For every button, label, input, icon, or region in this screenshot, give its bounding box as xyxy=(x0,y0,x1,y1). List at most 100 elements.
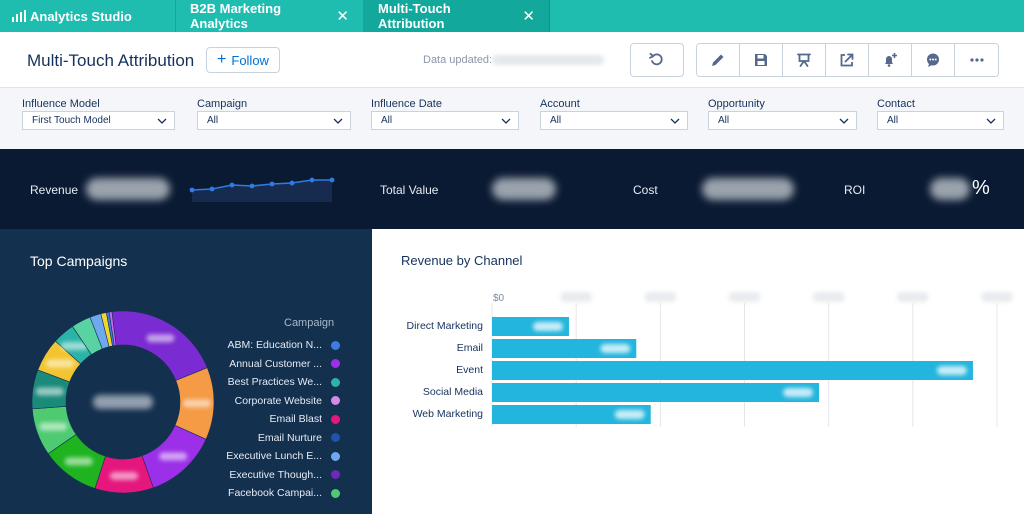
legend-item[interactable]: Best Practices We... xyxy=(200,373,340,392)
top-campaigns-title: Top Campaigns xyxy=(30,253,128,269)
roi-value-redacted xyxy=(930,178,970,200)
sparkline-point xyxy=(329,177,335,183)
data-updated-label: Data updated: xyxy=(423,54,493,66)
bar[interactable] xyxy=(492,405,651,424)
follow-button[interactable]: + Follow xyxy=(206,47,280,73)
legend-item[interactable]: ABM: Education N... xyxy=(200,336,340,355)
legend-swatch xyxy=(331,488,340,498)
legend-item[interactable]: Email Nurture xyxy=(200,429,340,448)
campaign-select[interactable]: All xyxy=(197,111,351,130)
contact-select[interactable]: All xyxy=(877,111,1004,130)
sparkline-point xyxy=(269,181,275,187)
opportunity-select[interactable]: All xyxy=(708,111,857,130)
revenue-label: Revenue xyxy=(30,183,79,197)
slice-value-redacted xyxy=(182,399,211,408)
filter-contact: Contact All xyxy=(877,98,1004,130)
filter-bar: Influence Model First Touch Model Campai… xyxy=(0,88,1024,149)
axis-tick-redacted xyxy=(896,292,929,302)
bar-value-redacted xyxy=(614,410,645,419)
select-value: All xyxy=(887,115,899,126)
more-button[interactable] xyxy=(955,44,998,76)
bar[interactable] xyxy=(492,383,820,402)
legend-swatch xyxy=(331,340,340,350)
tab-multi-touch-attribution[interactable]: Multi-Touch Attribution ✕ xyxy=(364,0,550,32)
legend-label: Corporate Website xyxy=(234,394,322,407)
save-button[interactable] xyxy=(740,44,783,76)
dashboard-actions xyxy=(696,43,999,77)
donut-slice[interactable] xyxy=(111,310,208,381)
legend-item[interactable]: Executive Lunch E... xyxy=(200,447,340,466)
legend-item[interactable]: Annual Customer ... xyxy=(200,355,340,374)
tab-label: Multi-Touch Attribution xyxy=(378,1,451,31)
add-notification-button[interactable] xyxy=(869,44,912,76)
chevron-down-icon xyxy=(839,118,849,124)
revenue-value-redacted xyxy=(86,178,170,200)
pencil-icon xyxy=(712,54,724,66)
legend-swatch xyxy=(331,451,340,461)
share-icon xyxy=(840,53,854,67)
select-value: All xyxy=(718,115,730,126)
legend-label: Facebook Campai... xyxy=(228,487,322,500)
legend-label: Email Nurture xyxy=(257,431,322,444)
legend-item[interactable]: Corporate Website xyxy=(200,392,340,411)
legend-swatch xyxy=(331,396,340,406)
roi-label: ROI xyxy=(844,183,866,197)
legend-title: Campaign xyxy=(284,317,335,329)
legend-label: ABM: Education N... xyxy=(227,339,322,352)
account-select[interactable]: All xyxy=(540,111,688,130)
bar[interactable] xyxy=(492,339,637,358)
filter-account: Account All xyxy=(540,98,688,130)
sparkline-point xyxy=(229,182,235,188)
legend-label: Executive Lunch E... xyxy=(226,450,322,463)
kpi-band: Revenue Total Value Cost ROI % xyxy=(0,149,1024,229)
data-updated-value-redacted xyxy=(492,55,604,65)
slice-value-redacted xyxy=(39,422,68,431)
comment-button[interactable] xyxy=(912,44,955,76)
slice-value-redacted xyxy=(146,334,175,343)
filter-campaign: Campaign All xyxy=(197,98,351,130)
sparkline-point xyxy=(249,183,255,189)
bar[interactable] xyxy=(492,361,973,380)
legend-item[interactable]: Facebook Campai... xyxy=(200,484,340,503)
revenue-by-channel-panel: Revenue by Channel $0 Direct Marketing Ema… xyxy=(372,229,1024,514)
slice-value-redacted xyxy=(45,359,74,368)
present-button[interactable] xyxy=(783,44,826,76)
filter-label: Campaign xyxy=(197,98,248,110)
undo-icon xyxy=(649,52,663,66)
legend-item[interactable]: Email Blast xyxy=(200,410,340,429)
filter-label: Account xyxy=(540,98,580,110)
select-value: First Touch Model xyxy=(32,115,111,126)
tab-b2b-marketing-analytics[interactable]: B2B Marketing Analytics ✕ xyxy=(176,0,364,32)
comment-icon xyxy=(927,53,939,67)
axis-tick-redacted xyxy=(728,292,761,302)
sparkline-line xyxy=(191,179,332,191)
dashboard-header: Multi-Touch Attribution + Follow Data up… xyxy=(0,32,1024,88)
legend-swatch xyxy=(331,470,340,480)
legend-item[interactable]: Executive Though... xyxy=(200,466,340,485)
donut-slice[interactable] xyxy=(108,311,117,347)
legend-label: Executive Though... xyxy=(229,468,322,481)
donut-center-redacted xyxy=(93,395,153,409)
app-tab[interactable]: Analytics Studio xyxy=(0,0,176,32)
undo-button[interactable] xyxy=(630,43,684,77)
filter-opportunity: Opportunity All xyxy=(708,98,857,130)
chevron-down-icon xyxy=(333,118,343,124)
influence-model-select[interactable]: First Touch Model xyxy=(22,111,175,130)
app-name: Analytics Studio xyxy=(30,8,132,24)
close-icon[interactable]: ✕ xyxy=(336,8,349,25)
share-button[interactable] xyxy=(826,44,869,76)
select-value: All xyxy=(550,115,562,126)
campaign-donut-chart[interactable] xyxy=(30,309,216,495)
axis-tick-redacted xyxy=(812,292,845,302)
slice-value-redacted xyxy=(64,457,93,466)
analytics-icon xyxy=(12,10,26,22)
cost-value-redacted xyxy=(702,178,794,200)
edit-button[interactable] xyxy=(697,44,740,76)
filter-label: Influence Model xyxy=(22,98,100,110)
cost-label: Cost xyxy=(633,183,658,197)
influence-date-select[interactable]: All xyxy=(371,111,519,130)
close-icon[interactable]: ✕ xyxy=(522,8,535,25)
select-value: All xyxy=(207,115,219,126)
bar[interactable] xyxy=(492,317,569,336)
chevron-down-icon xyxy=(157,118,167,124)
